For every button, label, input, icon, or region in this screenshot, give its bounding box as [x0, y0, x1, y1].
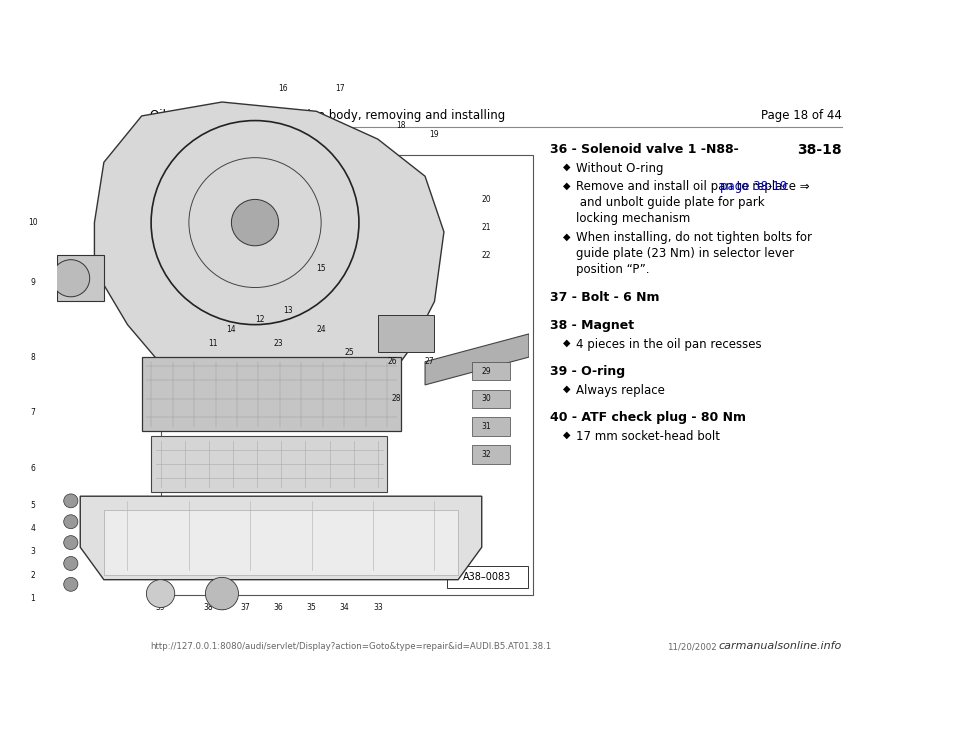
Bar: [472, 417, 510, 436]
Text: When installing, do not tighten bolts for: When installing, do not tighten bolts fo…: [576, 232, 812, 244]
Text: 4: 4: [31, 524, 36, 533]
Text: 37 - Bolt - 6 Nm: 37 - Bolt - 6 Nm: [550, 291, 660, 303]
Text: 32: 32: [482, 450, 492, 459]
Bar: [161, 155, 533, 594]
Circle shape: [231, 200, 278, 246]
Polygon shape: [425, 334, 529, 385]
Text: 13: 13: [283, 306, 293, 315]
Bar: [472, 362, 510, 380]
Text: ◆: ◆: [564, 384, 571, 394]
Text: Remove and install oil pan to replace ⇒: Remove and install oil pan to replace ⇒: [576, 180, 813, 194]
Text: 37: 37: [241, 603, 251, 612]
Text: 40: 40: [217, 603, 227, 612]
Text: 7: 7: [31, 408, 36, 417]
Bar: [472, 445, 510, 464]
Text: 38 - Magnet: 38 - Magnet: [550, 319, 635, 332]
Circle shape: [146, 580, 175, 608]
Text: 8: 8: [31, 352, 36, 361]
Text: ◆: ◆: [564, 232, 571, 241]
Text: 2: 2: [31, 571, 36, 580]
Text: 21: 21: [482, 223, 492, 232]
Text: 31: 31: [482, 422, 492, 431]
Text: 15: 15: [317, 264, 326, 274]
Text: 12: 12: [255, 315, 265, 324]
Text: and unbolt guide plate for park: and unbolt guide plate for park: [576, 197, 765, 209]
Text: Page 18 of 44: Page 18 of 44: [761, 109, 842, 122]
Text: Always replace: Always replace: [576, 384, 665, 397]
Text: position “P”.: position “P”.: [576, 263, 650, 276]
Text: 25: 25: [345, 348, 354, 357]
Text: 5: 5: [31, 501, 36, 510]
Polygon shape: [57, 255, 104, 301]
Text: 36: 36: [274, 603, 283, 612]
Text: 4 pieces in the oil pan recesses: 4 pieces in the oil pan recesses: [576, 338, 761, 350]
Text: 33: 33: [372, 603, 383, 612]
Text: 28: 28: [392, 394, 401, 404]
Text: 30: 30: [482, 394, 492, 404]
Text: 22: 22: [482, 251, 492, 260]
Text: 14: 14: [227, 325, 236, 334]
Text: carmanualsonline.info: carmanualsonline.info: [718, 641, 842, 651]
Text: 17 mm socket-head bolt: 17 mm socket-head bolt: [576, 430, 720, 443]
Circle shape: [63, 515, 78, 528]
Circle shape: [63, 577, 78, 591]
Text: 35: 35: [307, 603, 317, 612]
Text: http://127.0.0.1:8080/audi/servlet/Display?action=Goto&type=repair&id=AUDI.B5.AT: http://127.0.0.1:8080/audi/servlet/Displ…: [150, 643, 551, 651]
Text: ◆: ◆: [564, 338, 571, 347]
Text: 20: 20: [482, 195, 492, 204]
Text: 16: 16: [278, 84, 288, 93]
Text: 10: 10: [28, 218, 37, 227]
Text: A38–0083: A38–0083: [464, 572, 512, 582]
Text: locking mechanism: locking mechanism: [576, 212, 690, 226]
Text: Oil pan, oil strainer and valve body, removing and installing: Oil pan, oil strainer and valve body, re…: [150, 109, 505, 122]
Text: 26: 26: [387, 357, 396, 367]
Bar: [378, 315, 435, 352]
Text: 1: 1: [31, 594, 36, 603]
Circle shape: [63, 494, 78, 508]
Text: guide plate (23 Nm) in selector lever: guide plate (23 Nm) in selector lever: [576, 247, 794, 260]
Text: 39 - O-ring: 39 - O-ring: [550, 365, 625, 378]
Text: 39: 39: [156, 603, 165, 612]
Text: ◆: ◆: [564, 162, 571, 172]
Circle shape: [63, 556, 78, 571]
Text: ◆: ◆: [564, 430, 571, 440]
Text: 9: 9: [31, 278, 36, 287]
Text: Without O-ring: Without O-ring: [576, 162, 663, 175]
Circle shape: [205, 577, 238, 610]
Bar: [142, 357, 401, 431]
Text: 34: 34: [340, 603, 349, 612]
Text: page 38-19: page 38-19: [720, 180, 788, 194]
Text: 38: 38: [203, 603, 212, 612]
Text: 18: 18: [396, 121, 406, 130]
Text: 36 - Solenoid valve 1 -N88-: 36 - Solenoid valve 1 -N88-: [550, 143, 739, 157]
Text: 6: 6: [31, 464, 36, 473]
Polygon shape: [81, 496, 482, 580]
Text: 19: 19: [430, 130, 440, 139]
Polygon shape: [94, 102, 444, 431]
Text: 38-18: 38-18: [797, 143, 842, 157]
Text: 29: 29: [482, 367, 492, 375]
Circle shape: [63, 536, 78, 550]
Bar: [472, 390, 510, 408]
Text: 24: 24: [317, 325, 326, 334]
Bar: [447, 566, 528, 588]
Text: 27: 27: [425, 357, 435, 367]
Text: 23: 23: [274, 338, 283, 348]
Text: 40 - ATF check plug - 80 Nm: 40 - ATF check plug - 80 Nm: [550, 411, 746, 424]
Bar: [151, 436, 387, 491]
Text: 11: 11: [207, 338, 217, 348]
Circle shape: [52, 260, 89, 297]
Text: 17: 17: [335, 84, 345, 93]
Text: 3: 3: [31, 548, 36, 556]
Bar: [104, 510, 458, 575]
Text: 11/20/2002: 11/20/2002: [667, 643, 716, 651]
Text: ◆: ◆: [564, 180, 571, 191]
